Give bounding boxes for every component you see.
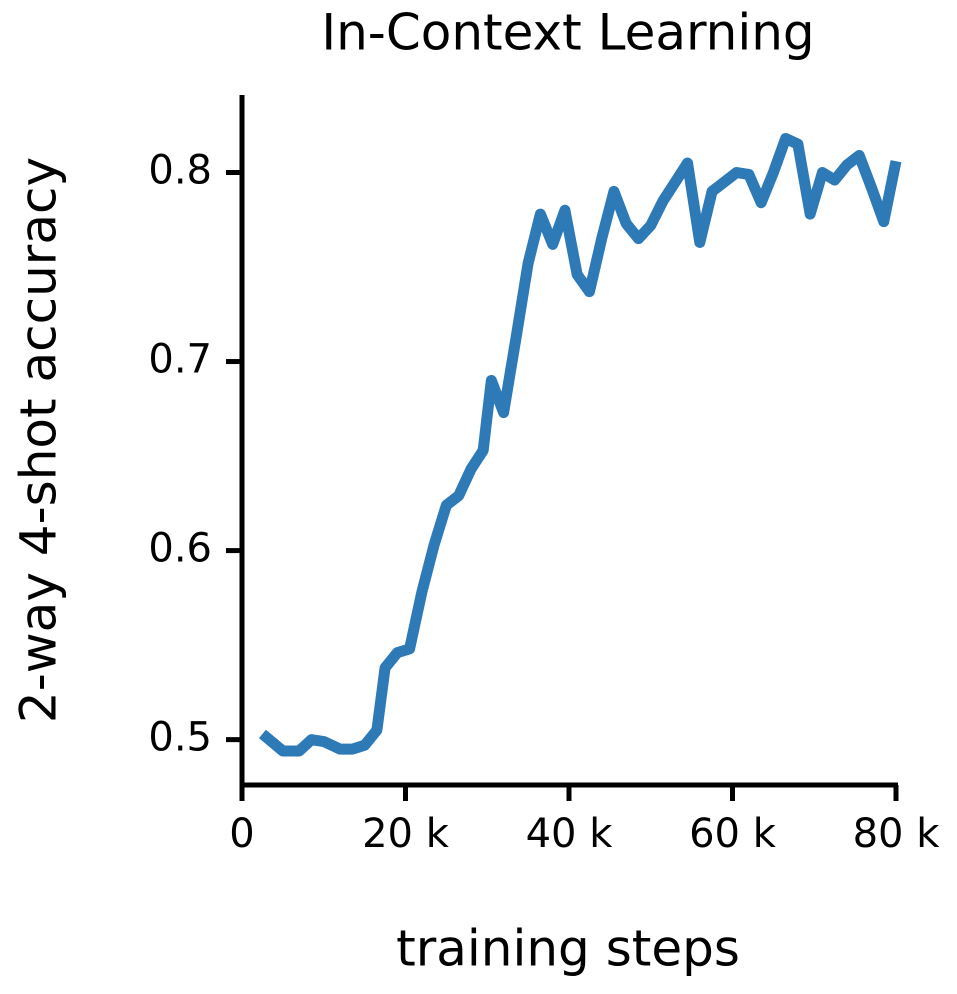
y-axis-label: 2-way 4-shot accuracy [10,157,68,723]
y-tick-label: 0.8 [148,148,212,194]
x-tick-label: 80 k [853,811,941,857]
chart-title: In-Context Learning [321,4,814,62]
x-tick-label: 40 k [526,811,614,857]
y-tick-label: 0.6 [148,526,212,572]
x-tick-label: 0 [229,811,254,857]
x-tick-label: 20 k [362,811,450,857]
x-tick-label: 60 k [689,811,777,857]
y-tick-label: 0.7 [148,337,212,383]
y-tick-label: 0.5 [148,715,212,761]
data-line [258,132,902,757]
x-axis-label: training steps [396,920,740,978]
